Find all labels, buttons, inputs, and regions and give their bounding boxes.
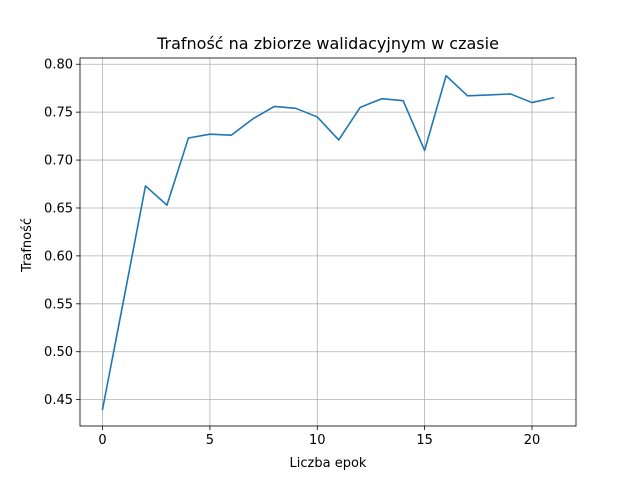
x-axis: 0 5 10 15 20 <box>98 426 540 448</box>
y-tick-label: 0.50 <box>44 345 73 360</box>
x-tick-label: 5 <box>206 433 214 448</box>
x-tick-label: 20 <box>524 433 541 448</box>
y-tick-label: 0.60 <box>44 249 73 264</box>
y-tick-label: 0.75 <box>44 106 73 121</box>
chart-title: Trafność na zbiorze walidacyjnym w czasi… <box>156 34 499 53</box>
grid <box>80 58 576 426</box>
x-tick-label: 15 <box>416 433 433 448</box>
y-tick-label: 0.65 <box>44 201 73 216</box>
y-axis-label: Trafność <box>20 218 35 273</box>
y-tick-label: 0.80 <box>44 58 73 73</box>
x-tick-label: 10 <box>309 433 326 448</box>
series-line <box>101 74 555 411</box>
x-tick-label: 0 <box>98 433 106 448</box>
y-tick-label: 0.45 <box>44 393 73 408</box>
y-tick-label: 0.55 <box>44 297 73 312</box>
series-group <box>101 74 555 411</box>
x-axis-label: Liczba epok <box>290 456 367 471</box>
y-tick-label: 0.70 <box>44 154 73 169</box>
plot-frame <box>79 57 577 427</box>
y-axis: 0.45 0.50 0.55 0.60 0.65 0.70 0.75 0.80 <box>44 58 80 408</box>
